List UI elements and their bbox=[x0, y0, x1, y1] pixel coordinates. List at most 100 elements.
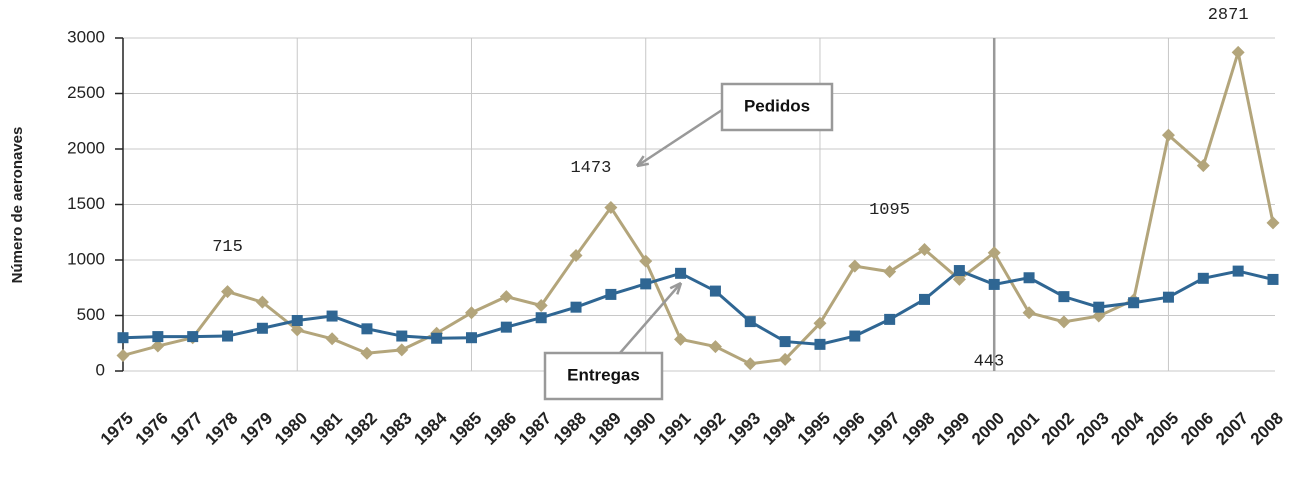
value-label: 715 bbox=[212, 238, 243, 257]
marker bbox=[360, 346, 374, 360]
marker bbox=[534, 299, 548, 313]
x-tick-label: 1977 bbox=[167, 409, 207, 449]
value-label: 1095 bbox=[869, 201, 910, 220]
x-tick-label: 1995 bbox=[794, 409, 834, 449]
marker bbox=[884, 313, 896, 325]
x-tick-label: 1989 bbox=[585, 409, 625, 449]
x-tick-label: 2006 bbox=[1177, 409, 1217, 449]
x-tick-label: 1980 bbox=[271, 409, 311, 449]
marker bbox=[639, 254, 653, 268]
value-label: 443 bbox=[974, 352, 1005, 371]
x-tick-label: 2002 bbox=[1038, 409, 1078, 449]
marker bbox=[813, 316, 827, 330]
marker bbox=[361, 323, 373, 335]
marker bbox=[569, 249, 583, 263]
x-tick-label: 1983 bbox=[376, 409, 416, 449]
x-tick-label: 2001 bbox=[1003, 409, 1043, 449]
callout-arrow bbox=[636, 108, 723, 168]
marker bbox=[431, 332, 443, 344]
marker bbox=[779, 336, 791, 348]
y-tick-label: 1500 bbox=[67, 194, 105, 213]
y-tick-label: 500 bbox=[77, 305, 105, 324]
marker bbox=[883, 265, 897, 279]
y-tick-label: 1000 bbox=[67, 249, 105, 268]
y-tick-label: 0 bbox=[96, 360, 105, 379]
x-tick-label: 2003 bbox=[1073, 409, 1113, 449]
marker bbox=[1057, 315, 1071, 329]
marker bbox=[953, 265, 965, 277]
marker bbox=[255, 295, 269, 309]
x-tick-label: 1993 bbox=[724, 409, 764, 449]
marker bbox=[291, 314, 303, 326]
marker bbox=[187, 331, 199, 343]
marker bbox=[778, 352, 792, 366]
marker bbox=[848, 259, 862, 273]
marker bbox=[708, 340, 722, 354]
legend-label: Entregas bbox=[567, 365, 640, 384]
marker bbox=[1022, 306, 1036, 320]
x-tick-label: 1996 bbox=[829, 409, 869, 449]
marker bbox=[290, 323, 304, 337]
x-tick-label: 1992 bbox=[689, 409, 729, 449]
legend-label: Pedidos bbox=[744, 96, 810, 115]
marker bbox=[116, 348, 130, 362]
x-tick-label: 1998 bbox=[898, 409, 938, 449]
x-tick-label: 1979 bbox=[236, 409, 276, 449]
value-label: 1473 bbox=[570, 159, 611, 178]
marker bbox=[987, 246, 1001, 260]
marker bbox=[675, 267, 687, 279]
marker bbox=[919, 293, 931, 305]
callout-arrow bbox=[619, 282, 682, 354]
x-tick-label: 1987 bbox=[515, 409, 555, 449]
x-tick-label: 1999 bbox=[933, 409, 973, 449]
marker bbox=[849, 330, 861, 342]
marker bbox=[1162, 291, 1174, 303]
y-tick-label: 2500 bbox=[67, 83, 105, 102]
y-tick-label: 2000 bbox=[67, 138, 105, 157]
marker bbox=[709, 285, 721, 297]
marker bbox=[743, 357, 757, 371]
series bbox=[117, 265, 1279, 350]
x-tick-label: 1982 bbox=[341, 409, 381, 449]
marker bbox=[605, 288, 617, 300]
marker bbox=[1058, 291, 1070, 303]
marker bbox=[499, 290, 513, 304]
marker bbox=[1231, 45, 1245, 59]
series bbox=[116, 45, 1280, 371]
line bbox=[122, 268, 1274, 346]
x-tick-label: 1975 bbox=[97, 409, 137, 449]
marker bbox=[918, 242, 932, 256]
marker bbox=[117, 332, 129, 344]
marker bbox=[464, 306, 478, 320]
legend-box bbox=[543, 351, 664, 401]
marker bbox=[1266, 216, 1280, 230]
marker bbox=[952, 272, 966, 286]
callout-arrowhead bbox=[635, 155, 650, 168]
x-tick-label: 2005 bbox=[1142, 409, 1182, 449]
marker bbox=[465, 332, 477, 344]
y-axis-title: Número de aeronaves bbox=[9, 127, 26, 284]
x-tick-label: 1994 bbox=[759, 408, 800, 449]
marker bbox=[744, 316, 756, 328]
x-tick-label: 2000 bbox=[968, 409, 1008, 449]
x-tick-label: 1991 bbox=[654, 409, 694, 449]
marker bbox=[640, 278, 652, 290]
x-tick-label: 1986 bbox=[480, 409, 520, 449]
x-tick-label: 2004 bbox=[1107, 408, 1148, 449]
x-tick-label: 1990 bbox=[620, 409, 660, 449]
x-tick-label: 1976 bbox=[132, 409, 172, 449]
x-tick-label: 2008 bbox=[1247, 409, 1287, 449]
marker bbox=[1197, 272, 1209, 284]
marker bbox=[256, 322, 268, 334]
x-tick-label: 1988 bbox=[550, 409, 590, 449]
y-tick-label: 3000 bbox=[67, 27, 105, 46]
marker bbox=[221, 285, 235, 299]
x-tick-label: 1985 bbox=[445, 409, 485, 449]
callout-arrowhead bbox=[669, 281, 683, 295]
marker bbox=[500, 321, 512, 333]
marker bbox=[988, 278, 1000, 290]
marker bbox=[1023, 272, 1035, 284]
marker bbox=[395, 343, 409, 357]
marker bbox=[396, 330, 408, 342]
